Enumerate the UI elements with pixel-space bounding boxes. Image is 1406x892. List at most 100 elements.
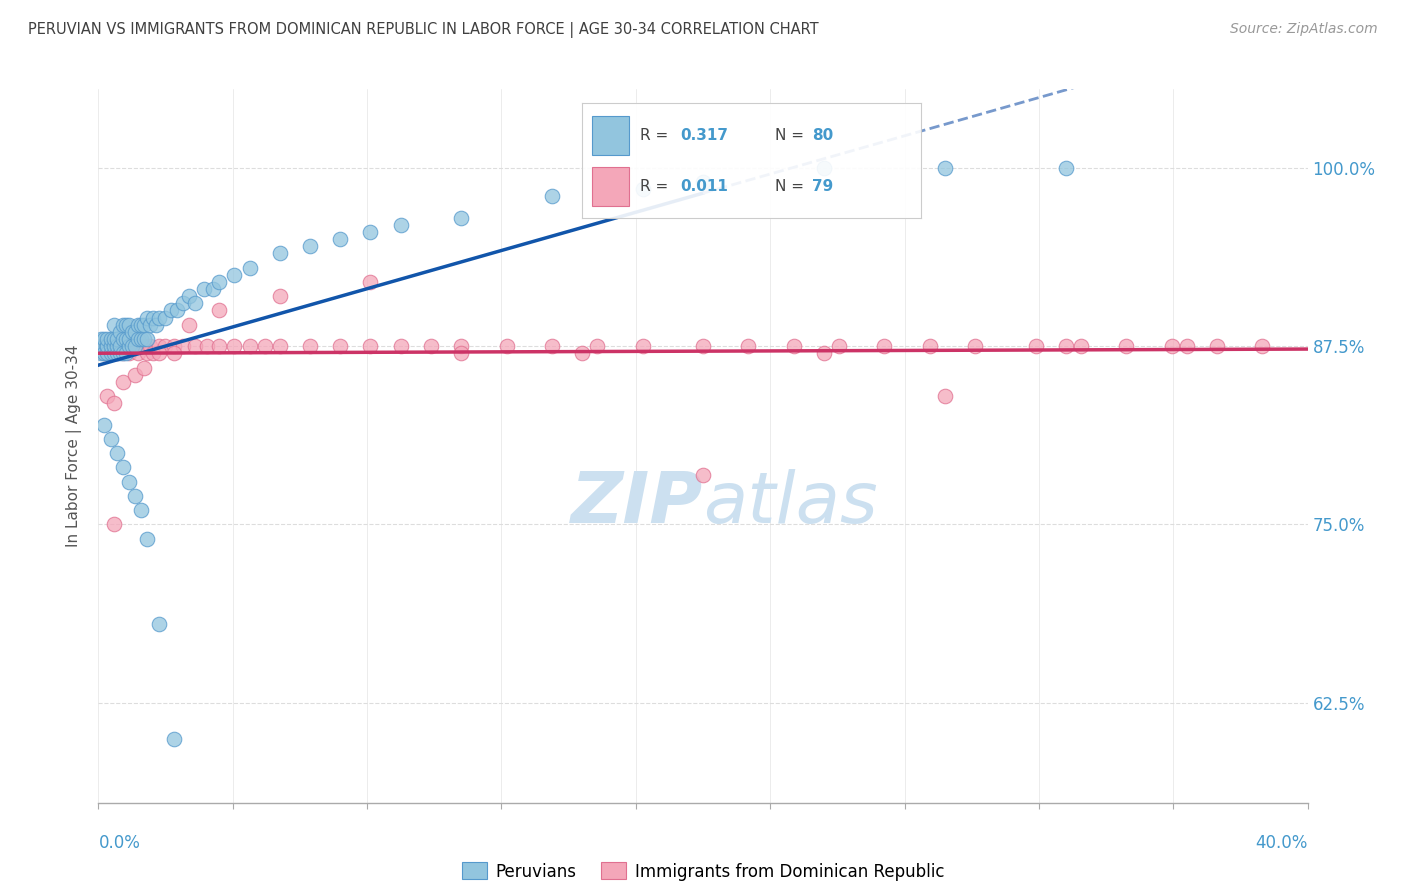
Point xyxy=(118,332,141,346)
Point xyxy=(135,332,157,346)
Point xyxy=(108,339,131,353)
Point xyxy=(111,339,134,353)
Point xyxy=(389,339,412,353)
Point xyxy=(103,339,125,353)
Point xyxy=(450,346,472,360)
Point xyxy=(96,339,118,353)
Point xyxy=(100,339,122,353)
Point xyxy=(121,339,143,353)
Point xyxy=(586,339,609,353)
Point xyxy=(124,368,146,382)
Point xyxy=(202,282,225,296)
Point xyxy=(90,346,112,360)
Point xyxy=(148,339,170,353)
Point xyxy=(111,318,134,332)
Point xyxy=(124,325,146,339)
Point xyxy=(571,346,593,360)
Point xyxy=(153,310,176,325)
Point xyxy=(163,339,186,353)
Point xyxy=(163,731,186,746)
Point xyxy=(105,339,128,353)
Point xyxy=(90,339,112,353)
Point xyxy=(108,339,131,353)
Point xyxy=(299,239,322,253)
Point xyxy=(631,182,654,196)
Point xyxy=(269,246,291,260)
Point xyxy=(96,346,118,360)
Point xyxy=(135,532,157,546)
Point xyxy=(329,339,352,353)
Point xyxy=(132,360,155,375)
Point xyxy=(127,318,149,332)
Point xyxy=(813,346,835,360)
Point xyxy=(160,303,183,318)
Point xyxy=(96,346,118,360)
Point xyxy=(1160,339,1182,353)
Point xyxy=(108,346,131,360)
Point xyxy=(145,318,167,332)
Text: atlas: atlas xyxy=(703,468,877,538)
Point xyxy=(121,325,143,339)
Point xyxy=(129,318,152,332)
Point xyxy=(360,225,382,239)
Point xyxy=(184,296,207,310)
Text: PERUVIAN VS IMMIGRANTS FROM DOMINICAN REPUBLIC IN LABOR FORCE | AGE 30-34 CORREL: PERUVIAN VS IMMIGRANTS FROM DOMINICAN RE… xyxy=(28,22,818,38)
Point xyxy=(184,339,207,353)
Point xyxy=(93,339,115,353)
Point xyxy=(124,489,146,503)
Point xyxy=(93,346,115,360)
Point xyxy=(329,232,352,246)
Point xyxy=(934,389,956,403)
Point xyxy=(103,332,125,346)
Point xyxy=(540,339,562,353)
Point xyxy=(114,332,136,346)
Y-axis label: In Labor Force | Age 30-34: In Labor Force | Age 30-34 xyxy=(66,344,83,548)
Point xyxy=(179,289,201,303)
Point xyxy=(153,339,176,353)
Point xyxy=(100,332,122,346)
Point xyxy=(208,339,231,353)
Point xyxy=(118,318,141,332)
Point xyxy=(96,339,118,353)
Point xyxy=(139,318,162,332)
Point xyxy=(360,339,382,353)
Point xyxy=(100,346,122,360)
Point xyxy=(96,332,118,346)
Point xyxy=(105,446,128,460)
Point xyxy=(224,268,246,282)
Point xyxy=(1206,339,1229,353)
Point xyxy=(692,467,714,482)
Point xyxy=(1024,339,1046,353)
Point xyxy=(118,339,141,353)
Point xyxy=(692,175,714,189)
Point xyxy=(934,161,956,175)
Point xyxy=(105,339,128,353)
Point xyxy=(103,517,125,532)
Point xyxy=(103,318,125,332)
Point xyxy=(239,260,262,275)
Point xyxy=(135,346,157,360)
Point xyxy=(124,339,146,353)
Point xyxy=(148,346,170,360)
Text: ZIP: ZIP xyxy=(571,468,703,538)
Point xyxy=(103,346,125,360)
Point xyxy=(269,289,291,303)
Point xyxy=(828,339,851,353)
Point xyxy=(179,318,201,332)
Point xyxy=(132,318,155,332)
Point xyxy=(918,339,941,353)
Point xyxy=(103,339,125,353)
Text: Source: ZipAtlas.com: Source: ZipAtlas.com xyxy=(1230,22,1378,37)
Point xyxy=(172,296,194,310)
Point xyxy=(1070,339,1092,353)
Point xyxy=(127,332,149,346)
Point xyxy=(208,275,231,289)
Point xyxy=(389,218,412,232)
Point xyxy=(103,396,125,410)
Point xyxy=(813,161,835,175)
Point xyxy=(269,339,291,353)
Point xyxy=(118,475,141,489)
Point xyxy=(737,339,759,353)
Point xyxy=(111,375,134,389)
Point xyxy=(93,332,115,346)
